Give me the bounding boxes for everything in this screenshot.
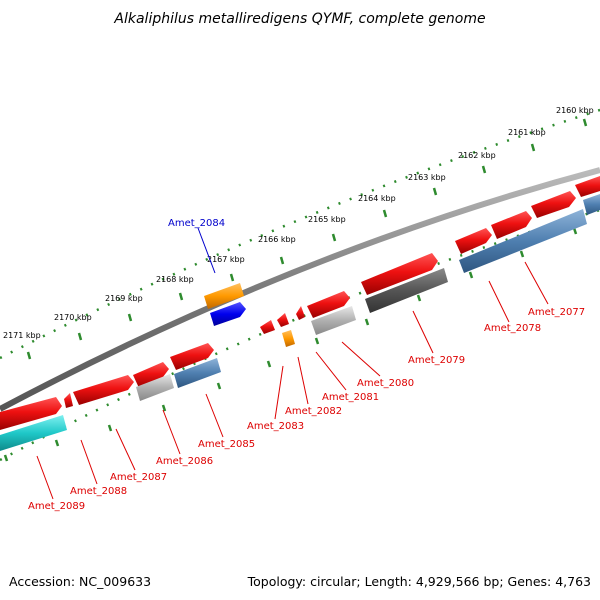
genome-backbone bbox=[0, 167, 600, 412]
gene-label-amet-2083[interactable]: Amet_2083 bbox=[247, 421, 304, 432]
gene-arrow[interactable] bbox=[0, 397, 62, 430]
gene-label-amet-2085[interactable]: Amet_2085 bbox=[198, 439, 255, 450]
gene-arrow[interactable] bbox=[282, 330, 295, 347]
gene-arrow[interactable] bbox=[365, 268, 448, 313]
gene-label-amet-2088[interactable]: Amet_2088 bbox=[70, 486, 127, 497]
ruler-label: 2169 kbp bbox=[105, 294, 143, 303]
map-title: Alkaliphilus metalliredigens QYMF, compl… bbox=[113, 11, 485, 27]
gene-label-amet-2089[interactable]: Amet_2089 bbox=[28, 501, 85, 512]
gene-label-amet-2082[interactable]: Amet_2082 bbox=[285, 406, 342, 417]
gene-arrow[interactable] bbox=[133, 362, 169, 388]
gene-label-amet-2084[interactable]: Amet_2084 bbox=[168, 218, 225, 229]
gene-label-amet-2086[interactable]: Amet_2086 bbox=[156, 456, 213, 467]
gene-arrow[interactable] bbox=[455, 228, 492, 254]
gene-arrow[interactable] bbox=[311, 306, 356, 335]
label-leaders bbox=[36, 227, 549, 500]
gene-arrow[interactable] bbox=[361, 253, 438, 295]
ruler-label: 2160 kbp bbox=[556, 106, 594, 115]
ruler-label: 2167 kbp bbox=[207, 255, 245, 264]
gene-label-amet-2078[interactable]: Amet_2078 bbox=[484, 323, 541, 334]
gene-arrow[interactable] bbox=[210, 302, 246, 326]
gene-arrow[interactable] bbox=[491, 211, 532, 239]
gene-arrow[interactable] bbox=[73, 375, 134, 405]
gene-arrow[interactable] bbox=[170, 343, 214, 370]
gene-arrow[interactable] bbox=[260, 320, 275, 334]
gene-label-amet-2079[interactable]: Amet_2079 bbox=[408, 355, 465, 366]
genome-info-text: Topology: circular; Length: 4,929,566 bp… bbox=[247, 574, 591, 589]
gene-arrow[interactable] bbox=[531, 191, 576, 218]
gene-label-amet-2080[interactable]: Amet_2080 bbox=[357, 378, 414, 389]
ruler-labels: 2160 kbp 2161 kbp 2162 kbp 2163 kbp 2164… bbox=[3, 106, 594, 340]
ruler-label: 2171 kbp bbox=[3, 331, 41, 340]
ruler-label: 2166 kbp bbox=[258, 235, 296, 244]
ruler-label: 2165 kbp bbox=[308, 215, 346, 224]
gene-arrow[interactable] bbox=[136, 374, 174, 401]
ruler-label: 2168 kbp bbox=[156, 275, 194, 284]
gene-arrow[interactable] bbox=[277, 313, 289, 327]
forward-strand-genes bbox=[0, 176, 600, 430]
gene-arrow[interactable] bbox=[64, 393, 73, 408]
gene-arrow[interactable] bbox=[459, 209, 587, 273]
ruler-label: 2164 kbp bbox=[358, 194, 396, 203]
gene-arrow[interactable] bbox=[307, 291, 350, 318]
gene-arrow[interactable] bbox=[204, 283, 244, 309]
ruler-label: 2161 kbp bbox=[508, 128, 546, 137]
gene-label-amet-2077[interactable]: Amet_2077 bbox=[528, 307, 585, 318]
gene-arrow[interactable] bbox=[583, 194, 600, 215]
reverse-strand-genes bbox=[0, 194, 600, 451]
gene-labels: Amet_2077 Amet_2078 Amet_2079 Amet_2080 … bbox=[28, 218, 585, 512]
ruler-label: 2163 kbp bbox=[408, 173, 446, 182]
gene-arrow[interactable] bbox=[174, 358, 221, 388]
ruler-label: 2162 kbp bbox=[458, 151, 496, 160]
gene-arrow[interactable] bbox=[575, 176, 600, 197]
inner-ruler-major-ticks bbox=[3, 227, 578, 462]
outer-ruler-major-ticks bbox=[26, 118, 588, 360]
ruler-label: 2170 kbp bbox=[54, 313, 92, 322]
outer-genes bbox=[204, 283, 246, 326]
accession-text: Accession: NC_009633 bbox=[9, 574, 152, 589]
gene-label-amet-2081[interactable]: Amet_2081 bbox=[322, 392, 379, 403]
gene-arrow[interactable] bbox=[0, 415, 67, 451]
gene-label-amet-2087[interactable]: Amet_2087 bbox=[110, 472, 167, 483]
gene-arrow[interactable] bbox=[296, 306, 305, 320]
